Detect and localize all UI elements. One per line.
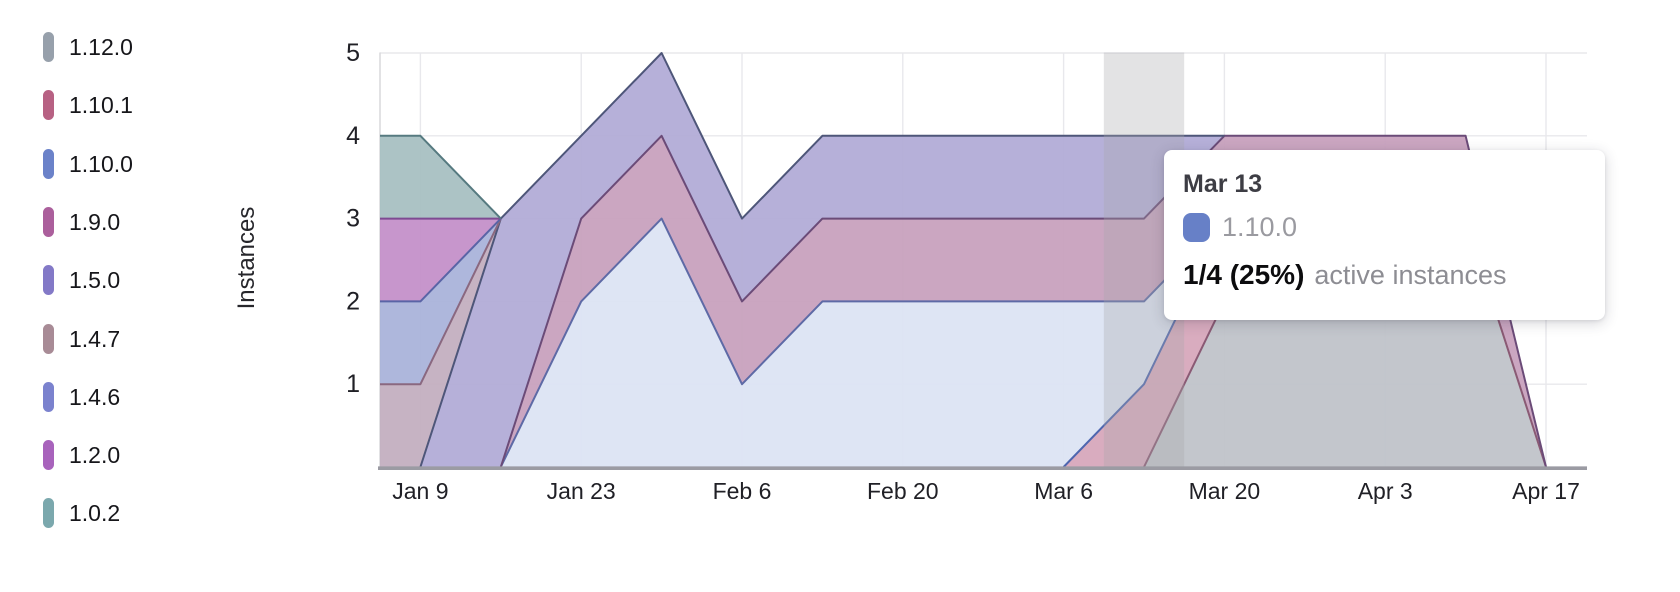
x-tick-label: Feb 20 xyxy=(867,478,939,504)
legend-marker-icon xyxy=(43,206,54,237)
tooltip-value-row: 1/4 (25%) active instances xyxy=(1183,259,1585,291)
area-1.10.0[interactable] xyxy=(340,218,1546,467)
y-tick-label: 5 xyxy=(346,39,360,67)
legend-marker-icon xyxy=(43,32,54,62)
y-tick-label: 3 xyxy=(346,205,360,233)
edge-1.0.2 xyxy=(380,134,502,220)
legend-item-1.2.0[interactable]: 1.2.0 xyxy=(43,440,121,471)
legend-label: 1.12.0 xyxy=(69,34,133,60)
x-tick-label: Feb 6 xyxy=(713,478,772,504)
chart-tooltip: Mar 13 1.10.0 1/4 (25%) active instances xyxy=(1164,150,1605,320)
edge-1.4.7 xyxy=(380,218,502,386)
series-marker-icon xyxy=(1183,212,1210,242)
legend-label: 1.10.1 xyxy=(69,92,133,119)
tick-labels: 1 2 3 4 5 Jan 9 Jan 23 Feb 6 Feb 20 Mar 6 Mar 20 Ap… xyxy=(346,39,1580,504)
x-tick-label: Jan 23 xyxy=(547,478,616,504)
x-tick-label: Jan 9 xyxy=(392,478,448,504)
legend-marker-icon xyxy=(43,381,54,412)
y-tick-label: 1 xyxy=(346,370,360,398)
edge-1.10.0 xyxy=(499,217,1226,468)
y-tick-label: 4 xyxy=(346,122,360,150)
x-tick-label: Mar 20 xyxy=(1189,478,1261,504)
legend-marker-icon xyxy=(43,440,54,471)
x-tick-label: Apr 17 xyxy=(1512,478,1580,504)
legend-label: 1.4.7 xyxy=(69,325,121,352)
legend-item-1.10.0[interactable]: 1.10.0 xyxy=(43,148,133,179)
legend-marker-icon xyxy=(43,323,54,354)
y-tick-label: 2 xyxy=(346,287,360,315)
legend-item-1.12.0[interactable]: 1.12.0 xyxy=(43,32,133,62)
tooltip-value-suffix: active instances xyxy=(1314,260,1507,290)
edge-1.9.0 xyxy=(499,134,1547,468)
legend-item-1.4.6[interactable]: 1.4.6 xyxy=(43,381,121,412)
legend-item-1.9.0[interactable]: 1.9.0 xyxy=(43,206,121,237)
x-tick-label: Mar 6 xyxy=(1034,478,1093,504)
x-tick-label: Apr 3 xyxy=(1358,478,1413,504)
legend-item-1.5.0[interactable]: 1.5.0 xyxy=(43,265,121,296)
legend-item-1.0.2[interactable]: 1.0.2 xyxy=(43,498,121,529)
tooltip-date: Mar 13 xyxy=(1183,170,1263,198)
tooltip-value: 1/4 (25%) xyxy=(1183,259,1305,290)
legend-item-1.10.1[interactable]: 1.10.1 xyxy=(43,90,133,121)
edge-1.4.6 xyxy=(380,217,502,303)
legend-marker-icon xyxy=(43,498,54,529)
legend-marker-icon xyxy=(43,90,54,121)
legend-item-1.4.7[interactable]: 1.4.7 xyxy=(43,323,121,354)
legend-marker-icon xyxy=(43,148,54,179)
legend-label: 1.2.0 xyxy=(69,442,121,469)
legend-label: 1.10.0 xyxy=(69,150,133,177)
legend-label: 1.4.6 xyxy=(69,383,121,410)
tooltip-series-row: 1.10.0 xyxy=(1183,212,1585,242)
version-legend: 1.12.0 1.10.1 1.10.0 1.9.0 1.5.0 1.4.7 1.4.6 1.… xyxy=(0,0,300,592)
legend-marker-icon xyxy=(43,265,54,296)
edge-1.5.0 xyxy=(419,52,1225,468)
legend-label: 1.5.0 xyxy=(69,267,121,294)
legend-label: 1.9.0 xyxy=(69,208,121,235)
legend-label: 1.0.2 xyxy=(69,500,121,527)
tooltip-series-label: 1.10.0 xyxy=(1222,212,1298,242)
